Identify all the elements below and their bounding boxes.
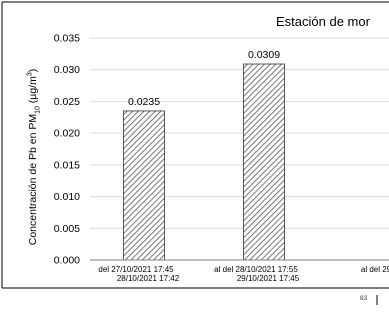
y-tick-label: 0.020	[54, 128, 80, 140]
y-tick-label: 0.030	[54, 64, 80, 76]
chart-title: Estación de mor	[276, 14, 370, 29]
bar	[243, 63, 285, 261]
y-tick-label: 0.010	[54, 191, 80, 203]
x-tick-label: 29/10/2021 17:45	[237, 274, 300, 283]
x-tick-label: 28/10/2021 17:42	[117, 274, 180, 283]
page-number: 83	[360, 295, 368, 302]
y-tick-label: 0.035	[54, 33, 80, 45]
x-tick-label: del 27/10/2021 17:45	[98, 265, 174, 274]
y-tick-label: 0.005	[54, 223, 80, 235]
y-tick-label: 0.025	[54, 96, 80, 108]
x-tick-label: al del 29	[361, 265, 389, 274]
bar	[123, 110, 165, 261]
y-tick-label: 0.015	[54, 159, 80, 171]
y-tick-label: 0.000	[54, 255, 80, 267]
data-label: 0.0309	[248, 49, 280, 61]
data-label: 0.0235	[128, 96, 160, 108]
x-tick-label: al del 28/10/2021 17:55	[214, 265, 298, 274]
